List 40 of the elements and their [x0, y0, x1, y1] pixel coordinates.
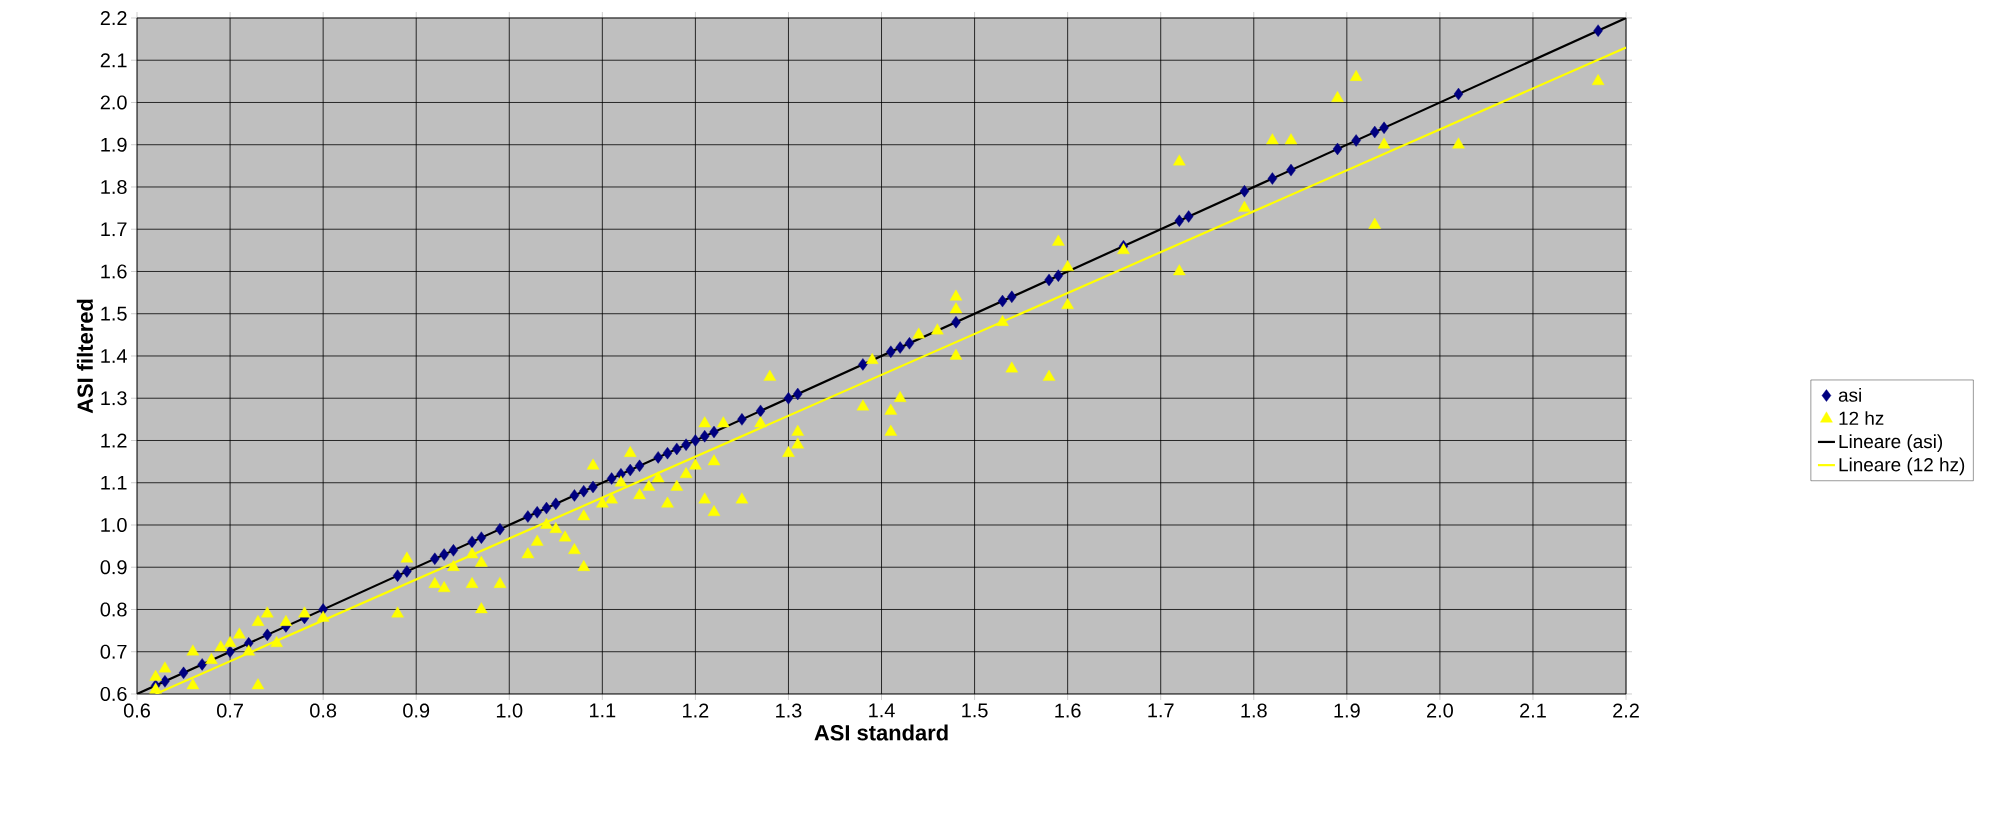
y-tick-label: 0.9 — [100, 560, 127, 575]
y-tick-label: 0.8 — [100, 602, 127, 617]
x-tick-label: 1.1 — [590, 703, 616, 718]
x-tick-label: 0.8 — [310, 703, 337, 718]
x-tick-label: 1.8 — [1241, 703, 1267, 718]
x-tick-label: 2.2 — [1613, 703, 1639, 718]
y-tick-label: 1.0 — [101, 517, 127, 533]
legend-label: 12 hz — [1839, 411, 1884, 425]
y-tick-label: 1.6 — [101, 264, 127, 279]
y-tick-label: 0.6 — [100, 686, 127, 702]
legend-label: asi — [1838, 387, 1861, 402]
y-tick-label: 2.0 — [100, 95, 127, 110]
x-tick-label: 1.9 — [1334, 703, 1360, 718]
legend-label: Lineare (asi) — [1839, 434, 1943, 452]
x-tick-label: 1.5 — [962, 703, 988, 718]
y-tick-label: 2.2 — [100, 11, 127, 25]
y-tick-label: 2.1 — [100, 53, 127, 68]
x-tick-label: 1.3 — [776, 703, 802, 718]
legend-label: Lineare (12 hz) — [1839, 457, 1965, 476]
x-tick-label: 1.2 — [683, 703, 709, 718]
x-tick-label: 0.9 — [403, 703, 430, 718]
x-tick-label: 1.7 — [1148, 703, 1174, 718]
x-tick-label: 1.0 — [496, 703, 523, 718]
y-tick-label: 1.2 — [101, 433, 127, 448]
x-tick-label: 1.6 — [1055, 703, 1081, 718]
y-tick-label: 1.7 — [101, 222, 127, 237]
y-tick-label: 1.8 — [101, 179, 127, 195]
x-tick-label: 0.7 — [217, 703, 243, 718]
y-tick-label: 1.9 — [101, 137, 127, 152]
y-tick-label: 1.5 — [101, 306, 127, 321]
x-axis-title: ASI standard — [814, 724, 948, 741]
x-tick-label: 2.0 — [1427, 703, 1453, 718]
y-tick-label: 1.4 — [101, 349, 127, 363]
y-tick-label: 1.3 — [101, 391, 127, 406]
y-tick-label: 0.7 — [100, 644, 127, 659]
y-tick-label: 1.1 — [101, 475, 127, 490]
x-tick-label: 1.4 — [869, 703, 895, 718]
x-tick-label: 0.6 — [123, 703, 150, 718]
y-axis-title: ASI filtered — [76, 299, 93, 414]
x-tick-label: 2.1 — [1520, 703, 1546, 718]
